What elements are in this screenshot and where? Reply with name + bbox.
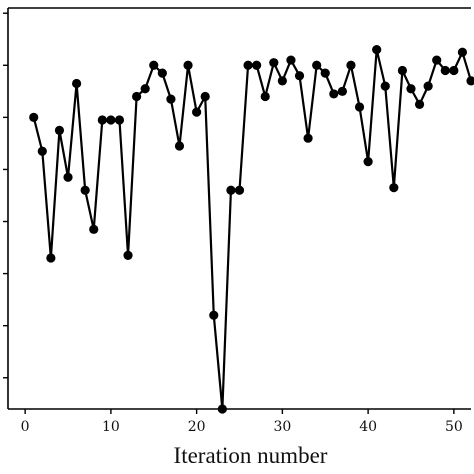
data-point <box>157 68 167 78</box>
data-point <box>406 84 416 94</box>
data-point <box>29 112 39 122</box>
data-point <box>114 115 125 125</box>
data-point <box>397 65 408 76</box>
data-point <box>37 146 47 156</box>
data-point <box>217 404 227 414</box>
data-point <box>149 60 159 70</box>
data-point <box>440 65 450 76</box>
data-point <box>80 185 90 195</box>
data-point <box>209 310 219 320</box>
data-point <box>140 84 150 94</box>
data-point <box>166 94 176 104</box>
data-point <box>380 81 390 91</box>
data-point <box>449 65 459 76</box>
data-point <box>466 76 474 86</box>
data-point <box>183 60 193 70</box>
x-tick-label: 40 <box>359 419 377 435</box>
data-point <box>286 55 296 65</box>
data-point <box>346 60 356 70</box>
data-point <box>192 107 202 117</box>
data-point <box>89 224 99 234</box>
data-point <box>243 60 253 70</box>
data-point <box>414 99 425 109</box>
data-point <box>337 86 347 96</box>
data-point <box>252 60 262 70</box>
data-point <box>363 157 373 167</box>
data-point <box>294 71 305 81</box>
data-point <box>63 172 73 182</box>
x-axis-label: Iteration number <box>174 443 328 468</box>
data-point <box>329 89 339 99</box>
data-point <box>389 183 399 193</box>
x-tick-label: 20 <box>188 419 206 435</box>
points-layer <box>29 45 474 414</box>
data-point <box>312 60 322 70</box>
data-point <box>174 141 185 151</box>
data-point <box>200 91 210 102</box>
data-point <box>423 81 433 91</box>
data-point <box>71 78 82 89</box>
x-tick-label: 30 <box>273 419 291 435</box>
data-point <box>97 115 107 125</box>
axes: 0 10 20 30 40 50 <box>3 7 471 435</box>
data-point <box>269 58 279 68</box>
data-point <box>54 125 65 135</box>
data-point <box>432 55 442 65</box>
data-point <box>320 68 330 78</box>
data-point <box>277 76 287 86</box>
data-point <box>46 253 56 263</box>
x-tick-label: 50 <box>445 419 463 435</box>
data-point <box>132 91 142 102</box>
x-tick-label: 10 <box>102 419 120 435</box>
data-point <box>457 47 468 57</box>
data-point <box>234 185 245 195</box>
data-point <box>303 133 313 143</box>
data-point <box>123 250 133 260</box>
data-point <box>354 102 365 112</box>
data-point <box>372 45 382 55</box>
data-point <box>260 91 270 102</box>
x-tick-label: 0 <box>21 419 30 435</box>
data-point <box>106 115 116 125</box>
data-point <box>226 185 236 195</box>
